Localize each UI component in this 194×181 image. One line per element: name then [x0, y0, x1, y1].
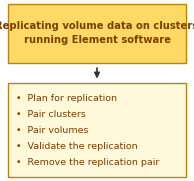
- FancyBboxPatch shape: [8, 4, 186, 63]
- Text: •  Validate the replication: • Validate the replication: [16, 142, 137, 151]
- FancyBboxPatch shape: [8, 83, 186, 177]
- Text: Replicating volume data on clusters
running Element software: Replicating volume data on clusters runn…: [0, 22, 194, 45]
- Text: •  Pair clusters: • Pair clusters: [16, 110, 85, 119]
- Text: •  Remove the replication pair: • Remove the replication pair: [16, 158, 159, 167]
- Text: •  Plan for replication: • Plan for replication: [16, 94, 117, 103]
- Text: •  Pair volumes: • Pair volumes: [16, 126, 88, 135]
